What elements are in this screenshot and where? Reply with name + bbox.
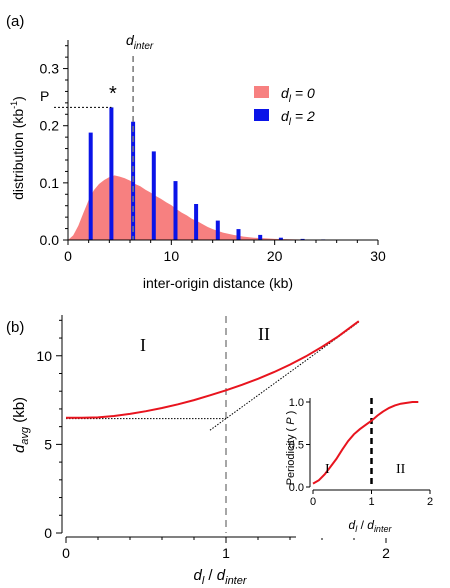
panel-b-label: (b) bbox=[6, 319, 24, 336]
star-marker: * bbox=[109, 83, 117, 105]
b-ytick-label-0: 0 bbox=[44, 525, 52, 541]
p-label: P bbox=[40, 88, 49, 104]
dl2-bar-5 bbox=[194, 204, 199, 240]
dl2-bar-1 bbox=[109, 107, 114, 241]
dl2-bar-3 bbox=[151, 151, 156, 240]
a-xtick-label-20: 20 bbox=[267, 248, 283, 264]
legend-label-dl2: dl = 2 bbox=[281, 108, 315, 128]
a-ytick-label-3: 0.3 bbox=[40, 61, 60, 77]
b-region-1: I bbox=[140, 335, 146, 355]
dl0-area-layer bbox=[68, 175, 378, 240]
inset-region-2: II bbox=[396, 462, 406, 477]
dl2-bar-8 bbox=[258, 234, 263, 240]
inset-ylabel: Periodicity ( P ) bbox=[285, 411, 297, 486]
i-ytick-label-1: 0.5 bbox=[289, 440, 304, 452]
b-ytick-label-5: 5 bbox=[44, 436, 52, 452]
dl2-bar-4 bbox=[173, 181, 178, 240]
i-ytick-label-0: 0.0 bbox=[289, 482, 304, 494]
a-xtick-label-30: 30 bbox=[370, 248, 386, 264]
b-xtick-label-0: 0 bbox=[62, 545, 70, 561]
a-ytick-label-1: 0.1 bbox=[40, 175, 60, 191]
legend-label-dl0: dl = 0 bbox=[281, 85, 315, 105]
panel-a: (a) dinter P * 0 10 20 30 0.0 0.1 0.2 0.3 inter… bbox=[6, 13, 386, 291]
dl2-bar-10 bbox=[300, 238, 305, 240]
dl2-bar-0 bbox=[88, 132, 93, 240]
a-ytick-label-0: 0.0 bbox=[40, 232, 60, 248]
d-inter-label: dinter bbox=[126, 32, 154, 52]
i-xtick-label-1: 1 bbox=[368, 496, 374, 508]
b-region-2: II bbox=[258, 324, 270, 344]
dl2-bar-9 bbox=[278, 237, 283, 240]
inset-region-1: I bbox=[325, 462, 330, 477]
dl2-bar-7 bbox=[236, 229, 241, 240]
inset-axes: 0 1 2 0.0 0.5 1.0 bbox=[289, 397, 433, 508]
b-xtick-label-1: 1 bbox=[222, 545, 230, 561]
davg-curve bbox=[66, 320, 360, 419]
inset-xlabel: dl / dinter bbox=[349, 518, 393, 534]
dl2-bar-6 bbox=[215, 220, 220, 240]
panel-b-xlabel: dl / dinter bbox=[193, 567, 247, 587]
a-xtick-label-0: 0 bbox=[64, 248, 72, 264]
panel-b-ylabel: davg (kb) bbox=[11, 397, 31, 453]
i-ytick-label-2: 1.0 bbox=[289, 397, 304, 409]
legend-swatch-dl2 bbox=[254, 109, 269, 121]
i-xtick-label-2: 2 bbox=[427, 496, 433, 508]
inset-background bbox=[296, 388, 438, 538]
panel-a-xlabel: inter-origin distance (kb) bbox=[143, 275, 293, 291]
legend-swatch-dl0 bbox=[254, 86, 269, 98]
periodicity-curve bbox=[312, 401, 419, 485]
inset-chart: I II 0 1 2 0.0 0.5 1.0 Periodicity ( P ) dl /… bbox=[285, 388, 438, 538]
a-ytick-label-2: 0.2 bbox=[40, 118, 60, 134]
b-ytick-label-10: 10 bbox=[36, 348, 52, 364]
panel-a-ylabel: distribution (kb-1) bbox=[9, 96, 26, 200]
b-xtick-label-2: 2 bbox=[382, 545, 390, 561]
panel-a-label: (a) bbox=[6, 13, 24, 30]
dl0-area bbox=[68, 175, 378, 240]
a-xtick-label-10: 10 bbox=[164, 248, 180, 264]
i-xtick-label-0: 0 bbox=[310, 496, 316, 508]
panel-a-legend: dl = 0 dl = 2 bbox=[254, 85, 315, 128]
panel-a-axes: 0 10 20 30 0.0 0.1 0.2 0.3 bbox=[40, 40, 386, 264]
